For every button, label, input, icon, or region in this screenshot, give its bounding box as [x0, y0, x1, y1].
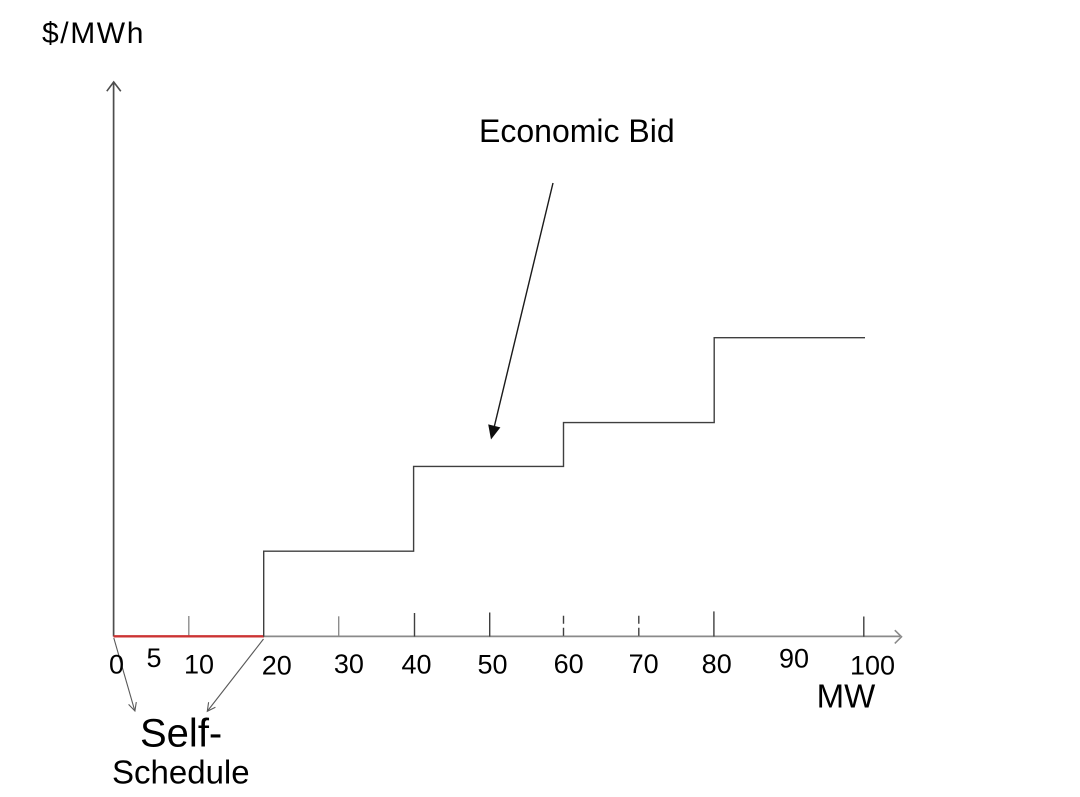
svg-text:60: 60 — [554, 649, 584, 679]
svg-text:0: 0 — [109, 650, 124, 680]
svg-text:80: 80 — [702, 649, 732, 679]
svg-text:30: 30 — [334, 649, 364, 679]
svg-text:Economic Bid: Economic Bid — [479, 113, 675, 149]
svg-text:50: 50 — [477, 649, 507, 679]
svg-text:$/MWh: $/MWh — [42, 17, 145, 50]
svg-text:100: 100 — [850, 650, 895, 680]
svg-text:Self-: Self- — [140, 712, 222, 756]
svg-text:Schedule: Schedule — [112, 754, 250, 791]
svg-text:70: 70 — [629, 649, 659, 679]
svg-text:90: 90 — [779, 643, 809, 673]
svg-text:5: 5 — [146, 643, 161, 673]
svg-text:10: 10 — [184, 650, 214, 680]
svg-text:40: 40 — [401, 649, 431, 679]
svg-text:20: 20 — [262, 650, 292, 680]
svg-text:MW: MW — [817, 678, 876, 715]
